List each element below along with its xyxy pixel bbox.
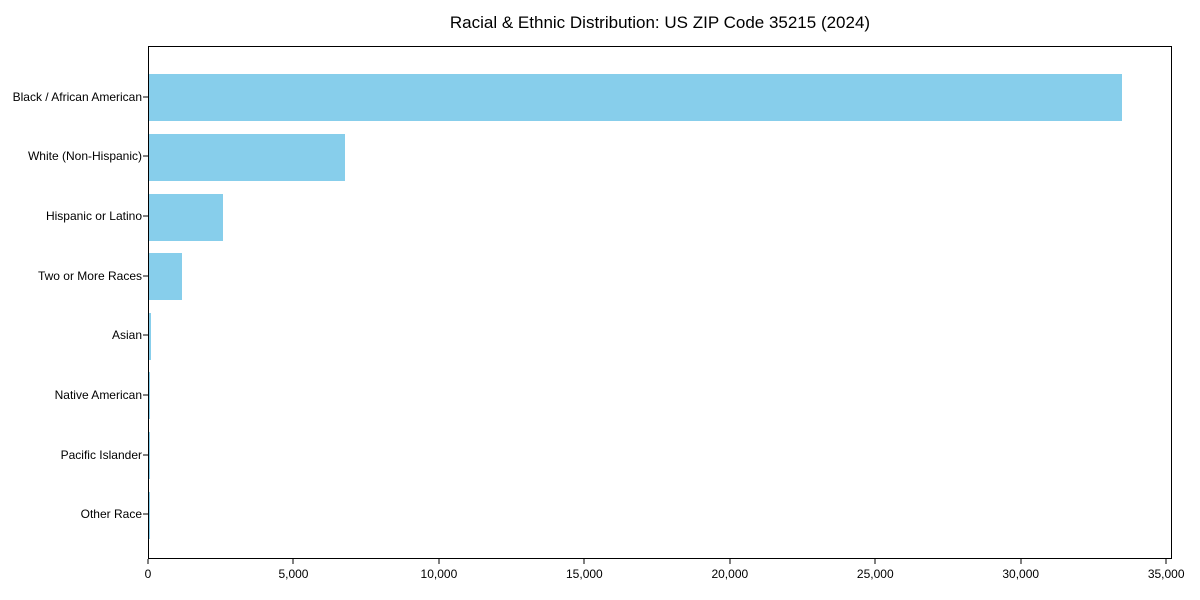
y-tick-mark bbox=[143, 454, 148, 456]
y-tick-label-two-or-more-races: Two or More Races bbox=[37, 268, 142, 283]
y-tick-mark bbox=[143, 96, 148, 98]
x-tick-mark bbox=[874, 559, 876, 564]
y-tick-mark bbox=[143, 155, 148, 157]
x-tick-label-25-000: 25,000 bbox=[856, 567, 894, 581]
y-tick-label-black-african-american: Black / African American bbox=[12, 89, 142, 104]
x-tick-mark bbox=[583, 559, 585, 564]
bar-asian bbox=[149, 312, 151, 360]
bar-white-non-hispanic bbox=[149, 133, 345, 181]
x-tick-mark bbox=[1020, 559, 1022, 564]
x-tick-label-15-000: 15,000 bbox=[566, 567, 603, 581]
x-tick-label-10-000: 10,000 bbox=[420, 567, 458, 581]
y-tick-label-native-american: Native American bbox=[54, 387, 142, 402]
bar-native-american bbox=[149, 372, 150, 420]
x-tick-mark bbox=[729, 559, 731, 564]
y-tick-label-pacific-islander: Pacific Islander bbox=[60, 447, 142, 462]
y-tick-mark bbox=[143, 215, 148, 217]
x-tick-label-0: 0 bbox=[144, 567, 152, 581]
x-tick-mark bbox=[1165, 559, 1167, 564]
y-tick-label-white-non-hispanic: White (Non-Hispanic) bbox=[27, 149, 142, 164]
y-tick-mark bbox=[143, 334, 148, 336]
x-tick-label-20-000: 20,000 bbox=[711, 567, 749, 581]
x-tick-mark bbox=[438, 559, 440, 564]
bar-black-african-american bbox=[149, 74, 1122, 122]
y-tick-mark bbox=[143, 394, 148, 396]
x-tick-label-35-000: 35,000 bbox=[1147, 567, 1185, 581]
chart-title: Racial & Ethnic Distribution: US ZIP Cod… bbox=[449, 13, 871, 32]
x-tick-mark bbox=[292, 559, 294, 564]
y-tick-label-other-race: Other Race bbox=[80, 507, 142, 522]
plot-area bbox=[148, 46, 1172, 559]
y-tick-mark bbox=[143, 513, 148, 515]
x-tick-mark bbox=[147, 559, 149, 564]
y-tick-label-hispanic-or-latino: Hispanic or Latino bbox=[45, 209, 142, 224]
bar-hispanic-or-latino bbox=[149, 193, 224, 241]
x-tick-label-30-000: 30,000 bbox=[1002, 567, 1040, 581]
x-tick-label-5-000: 5,000 bbox=[278, 567, 309, 581]
bar-two-or-more-races bbox=[149, 253, 182, 301]
bar-other-race bbox=[149, 491, 150, 539]
y-tick-label-asian: Asian bbox=[111, 328, 142, 343]
y-tick-mark bbox=[143, 275, 148, 277]
